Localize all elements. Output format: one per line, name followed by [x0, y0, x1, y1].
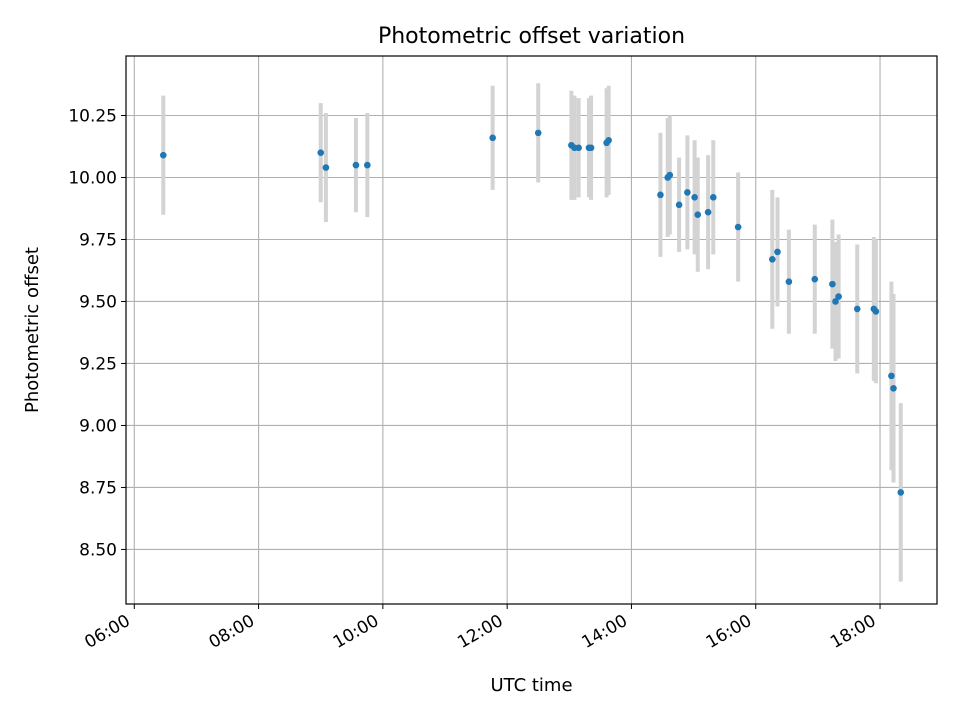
y-tick-label: 10.25	[68, 107, 117, 127]
data-point	[317, 149, 325, 157]
plot-frame	[125, 55, 938, 605]
y-tick-label: 9.75	[79, 230, 117, 250]
data-point	[832, 298, 839, 305]
y-axis: 8.50 8.75 9.00 9.25 9.50 9.75 10.00 10.25	[68, 107, 126, 560]
data-point	[657, 191, 664, 199]
data-point	[785, 278, 793, 285]
data-point	[575, 144, 582, 152]
data-point	[691, 194, 698, 201]
y-tick-label: 10.00	[68, 169, 117, 189]
grid	[126, 56, 937, 604]
data-point	[769, 256, 776, 263]
x-tick-label: 14:00	[579, 611, 631, 653]
x-tick-label: 16:00	[703, 611, 755, 653]
y-tick-label: 9.50	[79, 292, 117, 312]
data-point	[352, 161, 360, 169]
y-tick-label: 9.25	[79, 354, 117, 374]
data-point	[534, 129, 542, 137]
data-point	[774, 248, 781, 256]
y-axis-label: Photometric offset	[22, 247, 43, 413]
data-point	[734, 223, 742, 231]
data-point	[888, 372, 895, 380]
data-point	[605, 137, 612, 144]
data-point	[684, 189, 691, 196]
y-tick-label: 8.50	[79, 540, 117, 560]
x-tick-label: 10:00	[330, 611, 382, 653]
data-point	[364, 161, 371, 169]
x-axis: 06:00 08:00 10:00 12:00 14:00 16:00 18:00	[81, 604, 881, 653]
x-tick-label: 12:00	[454, 611, 506, 653]
data-point	[666, 171, 674, 179]
data-point	[322, 164, 330, 171]
x-tick-label: 18:00	[827, 611, 879, 653]
data-point	[872, 308, 880, 315]
data-point	[159, 151, 167, 159]
data-point	[829, 280, 836, 288]
data-point	[704, 208, 712, 216]
data-point	[890, 384, 897, 392]
data-point	[853, 305, 861, 313]
data-point	[709, 194, 717, 201]
data-point	[811, 275, 819, 283]
y-tick-label: 9.00	[79, 416, 117, 436]
x-tick-label: 08:00	[206, 611, 258, 653]
chart-title: Photometric offset variation	[378, 24, 685, 49]
data-point	[587, 144, 595, 152]
x-axis-label: UTC time	[490, 675, 572, 696]
data-point	[675, 201, 683, 209]
x-tick-label: 06:00	[81, 611, 133, 653]
error-bars	[161, 83, 903, 582]
data-point	[835, 293, 842, 300]
y-tick-label: 8.75	[79, 478, 117, 498]
data-point	[897, 489, 905, 496]
data-points	[159, 129, 905, 496]
data-point	[694, 211, 702, 218]
data-point	[489, 134, 496, 142]
